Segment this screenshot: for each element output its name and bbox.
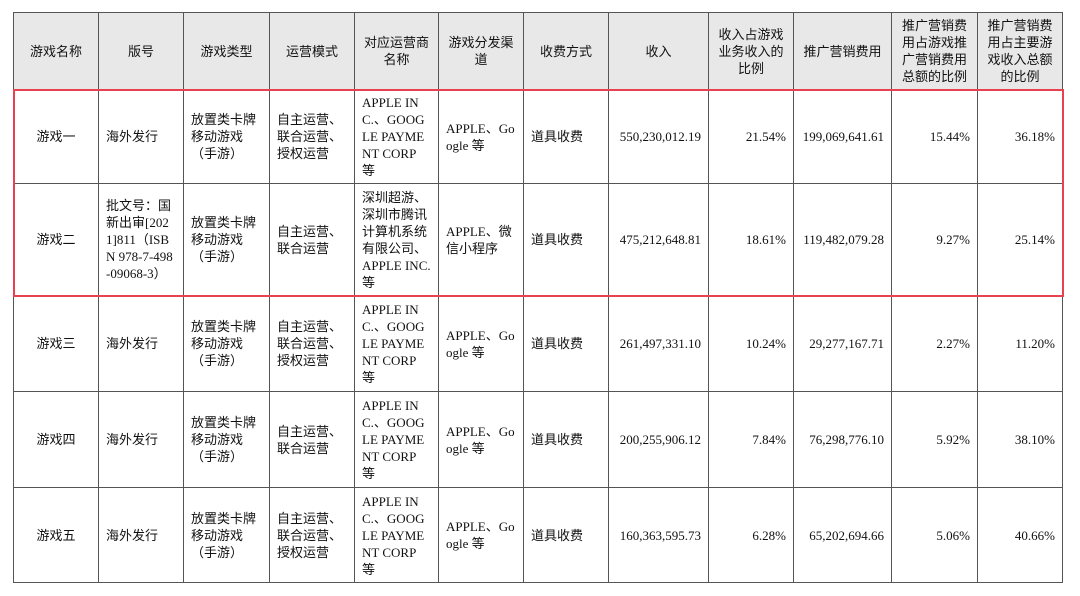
table-cell: APPLE INC.、GOOGLE PAYMENT CORP 等 [354, 295, 439, 392]
table-cell: 道具收费 [523, 89, 609, 184]
table-cell: APPLE INC.、GOOGLE PAYMENT CORP 等 [354, 391, 439, 488]
table-cell: 40.66% [977, 487, 1063, 583]
table-body: 游戏一 海外发行 放置类卡牌移动游戏（手游） 自主运营、联合运营、授权运营 APPLE … [13, 89, 1063, 583]
table-cell: APPLE、Google 等 [438, 391, 524, 488]
table-cell: 2.27% [891, 295, 978, 392]
table-cell: 放置类卡牌移动游戏（手游） [183, 295, 270, 392]
table-cell: 76,298,776.10 [793, 391, 892, 488]
header-cell: 游戏类型 [183, 12, 270, 90]
table-cell: 7.84% [708, 391, 794, 488]
table-row: 游戏四 海外发行 放置类卡牌移动游戏（手游） 自主运营、联合运营 APPLE INC.、… [13, 391, 1063, 488]
table-cell: APPLE INC.、GOOGLE PAYMENT CORP 等 [354, 89, 439, 184]
table-cell: 道具收费 [523, 487, 609, 583]
table-cell: 15.44% [891, 89, 978, 184]
table-cell: 自主运营、联合运营、授权运营 [269, 487, 355, 583]
table-cell: 放置类卡牌移动游戏（手游） [183, 183, 270, 296]
table-cell: 放置类卡牌移动游戏（手游） [183, 391, 270, 488]
table-cell: 550,230,012.19 [608, 89, 709, 184]
table-row: 游戏一 海外发行 放置类卡牌移动游戏（手游） 自主运营、联合运营、授权运营 APPLE … [13, 89, 1063, 184]
header-cell: 推广营销费用占主要游戏收入总额的比例 [977, 12, 1063, 90]
table-cell: 放置类卡牌移动游戏（手游） [183, 487, 270, 583]
table-row: 游戏二 批文号：国新出审[2021]811（ISBN 978-7-498-0906… [13, 183, 1063, 296]
table-cell: 21.54% [708, 89, 794, 184]
table-cell: 自主运营、联合运营、授权运营 [269, 89, 355, 184]
header-cell: 推广营销费用 [793, 12, 892, 90]
header-cell: 运营模式 [269, 12, 355, 90]
table-cell: 119,482,079.28 [793, 183, 892, 296]
table-cell: 道具收费 [523, 391, 609, 488]
table-cell: APPLE INC.、GOOGLE PAYMENT CORP 等 [354, 487, 439, 583]
table-cell: 25.14% [977, 183, 1063, 296]
table-cell: 海外发行 [98, 487, 184, 583]
table-cell: 10.24% [708, 295, 794, 392]
table-cell: 200,255,906.12 [608, 391, 709, 488]
header-cell: 版号 [98, 12, 184, 90]
table-cell: 海外发行 [98, 89, 184, 184]
table-cell: 11.20% [977, 295, 1063, 392]
table-cell: 65,202,694.66 [793, 487, 892, 583]
table-cell: 海外发行 [98, 295, 184, 392]
table-row: 游戏五 海外发行 放置类卡牌移动游戏（手游） 自主运营、联合运营、授权运营 APPLE … [13, 487, 1063, 583]
table-cell: 深圳超游、深圳市腾讯计算机系统有限公司、APPLE INC.等 [354, 183, 439, 296]
header-cell: 游戏分发渠道 [438, 12, 524, 90]
table-cell: 游戏四 [13, 391, 99, 488]
table-cell: 道具收费 [523, 295, 609, 392]
header-cell: 收入占游戏业务收入的比例 [708, 12, 794, 90]
header-cell: 收费方式 [523, 12, 609, 90]
header-row: 游戏名称 版号 游戏类型 运营模式 对应运营商名称 游戏分发渠道 收费方式 收入 收入占游戏业务… [13, 12, 1063, 90]
table-cell: 5.92% [891, 391, 978, 488]
table-cell: 游戏五 [13, 487, 99, 583]
table-cell: APPLE、Google 等 [438, 487, 524, 583]
header-cell: 推广营销费用占游戏推广营销费用总额的比例 [891, 12, 978, 90]
table-cell: 道具收费 [523, 183, 609, 296]
header-cell: 收入 [608, 12, 709, 90]
table-cell: 475,212,648.81 [608, 183, 709, 296]
header-cell: 对应运营商名称 [354, 12, 439, 90]
table-cell: 261,497,331.10 [608, 295, 709, 392]
table-cell: 5.06% [891, 487, 978, 583]
table-cell: 放置类卡牌移动游戏（手游） [183, 89, 270, 184]
table-cell: 自主运营、联合运营、授权运营 [269, 295, 355, 392]
table-cell: 游戏二 [13, 183, 99, 296]
table-cell: 海外发行 [98, 391, 184, 488]
table-cell: 自主运营、联合运营 [269, 391, 355, 488]
table-cell: 自主运营、联合运营 [269, 183, 355, 296]
table-cell: APPLE、微信小程序 [438, 183, 524, 296]
table-cell: 游戏三 [13, 295, 99, 392]
table-cell: 6.28% [708, 487, 794, 583]
table-cell: 38.10% [977, 391, 1063, 488]
table-cell: 199,069,641.61 [793, 89, 892, 184]
table-cell: 游戏一 [13, 89, 99, 184]
header-cell: 游戏名称 [13, 12, 99, 90]
table-cell: 9.27% [891, 183, 978, 296]
table-cell: 29,277,167.71 [793, 295, 892, 392]
table-cell: 批文号：国新出审[2021]811（ISBN 978-7-498-09068-3… [98, 183, 184, 296]
table-cell: 18.61% [708, 183, 794, 296]
table-cell: 36.18% [977, 89, 1063, 184]
table-cell: APPLE、Google 等 [438, 89, 524, 184]
table-cell: APPLE、Google 等 [438, 295, 524, 392]
data-table: 游戏名称 版号 游戏类型 运营模式 对应运营商名称 游戏分发渠道 收费方式 收入 收入占游戏业务… [13, 12, 1063, 583]
table-row: 游戏三 海外发行 放置类卡牌移动游戏（手游） 自主运营、联合运营、授权运营 APPLE … [13, 295, 1063, 392]
table-cell: 160,363,595.73 [608, 487, 709, 583]
